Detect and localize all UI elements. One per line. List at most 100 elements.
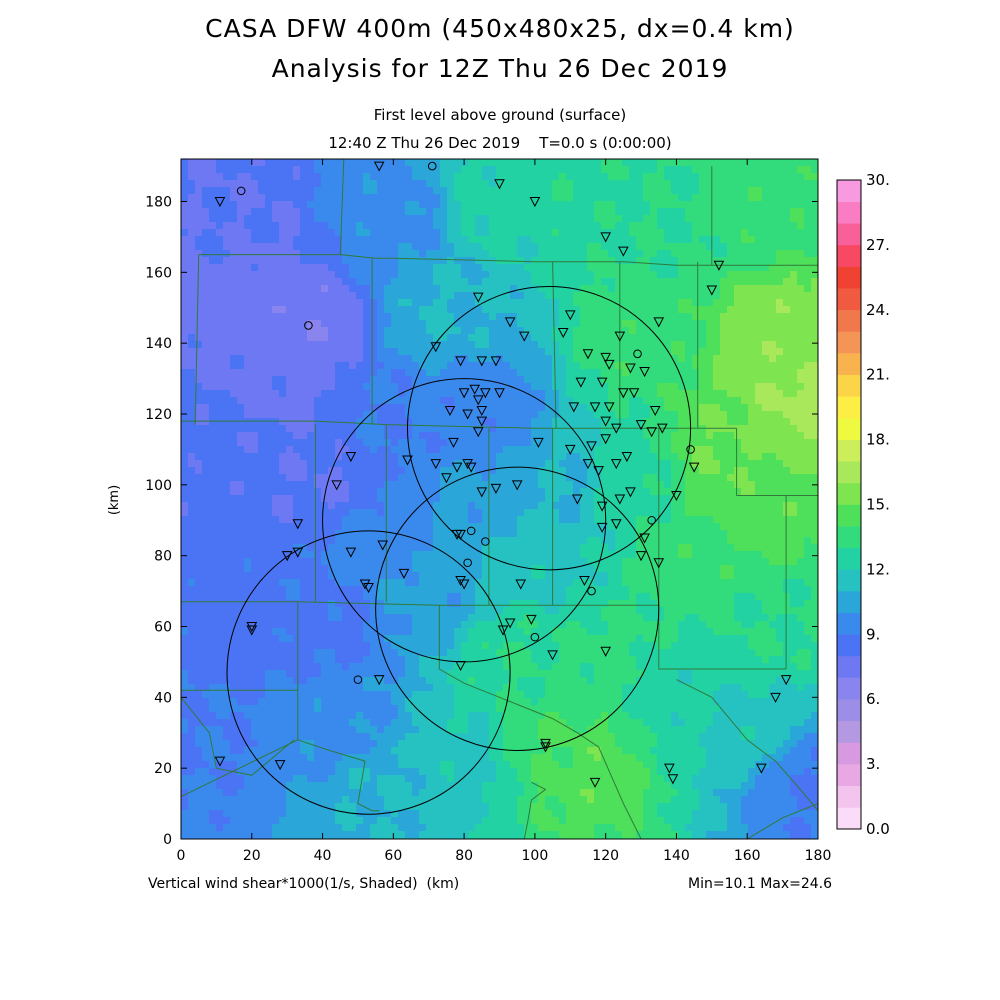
heat-cell	[314, 768, 322, 776]
heat-cell	[440, 166, 448, 174]
heat-cell	[377, 362, 385, 370]
heat-cell	[209, 516, 217, 524]
heat-cell	[195, 691, 203, 699]
heat-cell	[321, 446, 329, 454]
heat-cell	[468, 495, 476, 503]
heat-cell	[461, 243, 469, 251]
heat-cell	[433, 502, 441, 510]
heat-cell	[482, 474, 490, 482]
heat-cell	[482, 649, 490, 657]
heat-cell	[370, 698, 378, 706]
heat-cell	[531, 460, 539, 468]
heat-cell	[384, 782, 392, 790]
heat-cell	[237, 285, 245, 293]
heat-cell	[181, 831, 189, 839]
heat-cell	[244, 670, 252, 678]
heat-cell	[363, 425, 371, 433]
heat-cell	[314, 824, 322, 832]
heat-cell	[482, 831, 490, 839]
heat-cell	[286, 271, 294, 279]
heat-cell	[475, 831, 483, 839]
heat-cell	[440, 229, 448, 237]
heat-cell	[181, 656, 189, 664]
heat-cell	[216, 796, 224, 804]
heat-cell	[377, 586, 385, 594]
heat-cell	[377, 761, 385, 769]
heat-cell	[188, 271, 196, 279]
heat-cell	[181, 523, 189, 531]
heat-cell	[503, 502, 511, 510]
heat-cell	[230, 460, 238, 468]
heat-cell	[356, 264, 364, 272]
heat-cell	[307, 768, 315, 776]
heat-cell	[223, 523, 231, 531]
heat-cell	[482, 803, 490, 811]
heat-cell	[258, 712, 266, 720]
heat-cell	[440, 425, 448, 433]
heat-cell	[202, 341, 210, 349]
heat-cell	[202, 558, 210, 566]
heat-cell	[510, 733, 518, 741]
heat-cell	[181, 208, 189, 216]
heat-cell	[349, 509, 357, 517]
heat-cell	[398, 502, 406, 510]
heat-cell	[370, 306, 378, 314]
heat-cell	[517, 712, 525, 720]
heat-cell	[510, 656, 518, 664]
heat-cell	[223, 362, 231, 370]
heat-cell	[433, 264, 441, 272]
heat-cell	[181, 558, 189, 566]
heat-cell	[195, 467, 203, 475]
heat-cell	[440, 320, 448, 328]
heat-cell	[412, 320, 420, 328]
heat-cell	[272, 341, 280, 349]
heat-cell	[363, 628, 371, 636]
heat-cell	[258, 271, 266, 279]
heat-cell	[251, 306, 259, 314]
heat-cell	[461, 236, 469, 244]
heat-cell	[384, 215, 392, 223]
heat-cell	[412, 173, 420, 181]
heat-cell	[237, 397, 245, 405]
heat-cell	[314, 565, 322, 573]
heat-cell	[321, 782, 329, 790]
heat-cell	[230, 558, 238, 566]
heat-cell	[307, 789, 315, 797]
heat-cell	[468, 383, 476, 391]
heat-cell	[321, 355, 329, 363]
heat-cell	[524, 642, 532, 650]
heat-cell	[307, 285, 315, 293]
heat-cell	[405, 607, 413, 615]
heat-cell	[265, 614, 273, 622]
heat-cell	[377, 544, 385, 552]
heat-cell	[391, 236, 399, 244]
heat-cell	[335, 558, 343, 566]
heat-cell	[307, 705, 315, 713]
heat-cell	[209, 453, 217, 461]
heat-cell	[251, 593, 259, 601]
heat-cell	[468, 432, 476, 440]
heat-cell	[426, 187, 434, 195]
heat-cell	[405, 768, 413, 776]
heat-cell	[419, 257, 427, 265]
heat-cell	[286, 432, 294, 440]
heat-cell	[356, 229, 364, 237]
heat-cell	[216, 376, 224, 384]
heat-cell	[405, 726, 413, 734]
heat-cell	[328, 663, 336, 671]
heat-cell	[328, 397, 336, 405]
heat-cell	[370, 474, 378, 482]
heat-cell	[272, 565, 280, 573]
heat-cell	[328, 775, 336, 783]
heat-cell	[426, 600, 434, 608]
heat-cell	[454, 187, 462, 195]
heat-cell	[482, 635, 490, 643]
heat-cell	[440, 684, 448, 692]
heat-cell	[293, 250, 301, 258]
heat-cell	[300, 390, 308, 398]
heat-cell	[286, 572, 294, 580]
heat-cell	[195, 782, 203, 790]
heat-cell	[286, 684, 294, 692]
heat-cell	[405, 306, 413, 314]
heat-cell	[391, 551, 399, 559]
